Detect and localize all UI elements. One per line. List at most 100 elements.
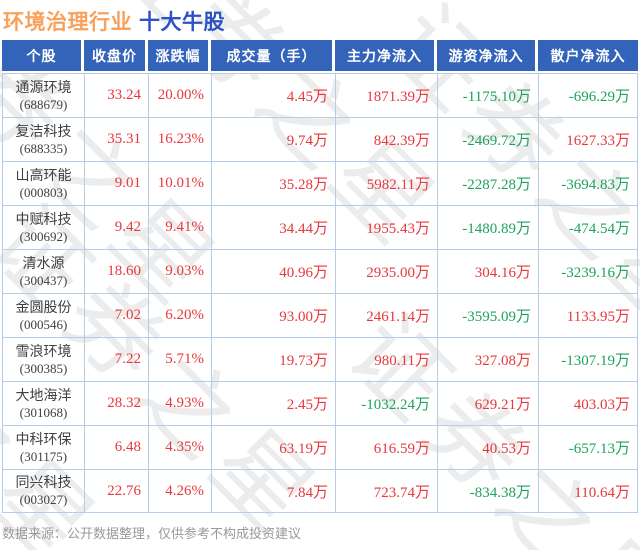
stock-table: 个股 收盘价 涨跌幅 成交量（手） 主力净流入 游资净流入 散户净流入 通源环境…: [2, 40, 638, 513]
col-header-speculative-inflow: 游资净流入: [437, 40, 538, 73]
stock-code: (003027): [19, 492, 68, 507]
stock-code: (300385): [19, 360, 68, 376]
main-inflow-cell: 2935.00万: [335, 249, 437, 293]
retail-inflow-cell: 403.03万: [538, 381, 638, 425]
stock-name: 中赋科技: [15, 210, 72, 227]
stock-cell: 金圆股份 (000546): [2, 293, 84, 337]
stock-code: (301175): [19, 448, 68, 464]
stock-cell: 清水源 (300437): [2, 249, 84, 293]
main-inflow-cell: 1955.43万: [335, 205, 437, 249]
volume-cell: 63.19万: [211, 425, 335, 469]
table-row: 通源环境 (688679) 33.24 20.00% 4.45万 1871.39…: [2, 73, 638, 117]
speculative-inflow-cell: -834.38万: [437, 469, 538, 513]
stock-table-body: 通源环境 (688679) 33.24 20.00% 4.45万 1871.39…: [2, 73, 638, 513]
close-price-cell: 22.76: [84, 469, 148, 513]
stock-cell: 中科环保 (301175): [2, 425, 84, 469]
table-row: 复洁科技 (688335) 35.31 16.23% 9.74万 842.39万…: [2, 117, 638, 161]
volume-cell: 9.74万: [211, 117, 335, 161]
stock-code: (300437): [19, 272, 68, 288]
header-row: 个股 收盘价 涨跌幅 成交量（手） 主力净流入 游资净流入 散户净流入: [2, 40, 638, 73]
stock-cell: 中赋科技 (300692): [2, 205, 84, 249]
stock-name: 金圆股份: [15, 298, 72, 315]
retail-inflow-cell: -3694.83万: [538, 161, 638, 205]
stock-code: (688679): [19, 96, 68, 112]
stock-name: 山高环能: [15, 166, 72, 183]
table-row: 大地海洋 (301068) 28.32 4.93% 2.45万 -1032.24…: [2, 381, 638, 425]
volume-cell: 34.44万: [211, 205, 335, 249]
table-header: 个股 收盘价 涨跌幅 成交量（手） 主力净流入 游资净流入 散户净流入: [2, 40, 638, 73]
main-inflow-cell: 842.39万: [335, 117, 437, 161]
stock-name: 同兴科技: [15, 474, 72, 490]
table-row: 清水源 (300437) 18.60 9.03% 40.96万 2935.00万…: [2, 249, 638, 293]
change-percent-cell: 20.00%: [148, 73, 211, 117]
stock-cell: 山高环能 (000803): [2, 161, 84, 205]
close-price-cell: 28.32: [84, 381, 148, 425]
table-row: 同兴科技 (003027) 22.76 4.26% 7.84万 723.74万 …: [2, 469, 638, 513]
main-inflow-cell: -1032.24万: [335, 381, 437, 425]
change-percent-cell: 5.71%: [148, 337, 211, 381]
col-header-change: 涨跌幅: [148, 40, 211, 73]
speculative-inflow-cell: 304.16万: [437, 249, 538, 293]
table-row: 雪浪环境 (300385) 7.22 5.71% 19.73万 980.11万 …: [2, 337, 638, 381]
stock-name: 通源环境: [15, 78, 72, 95]
stock-cell: 雪浪环境 (300385): [2, 337, 84, 381]
retail-inflow-cell: -696.29万: [538, 73, 638, 117]
close-price-cell: 33.24: [84, 73, 148, 117]
retail-inflow-cell: 1627.33万: [538, 117, 638, 161]
close-price-cell: 7.22: [84, 337, 148, 381]
close-price-cell: 18.60: [84, 249, 148, 293]
stock-code: (688335): [19, 140, 68, 156]
retail-inflow-cell: -1307.19万: [538, 337, 638, 381]
volume-cell: 7.84万: [211, 469, 335, 513]
speculative-inflow-cell: -2287.28万: [437, 161, 538, 205]
main-inflow-cell: 980.11万: [335, 337, 437, 381]
stock-cell: 大地海洋 (301068): [2, 381, 84, 425]
retail-inflow-cell: 1133.95万: [538, 293, 638, 337]
table-row: 中赋科技 (300692) 9.42 9.41% 34.44万 1955.43万…: [2, 205, 638, 249]
col-header-retail-inflow: 散户净流入: [538, 40, 638, 73]
retail-inflow-cell: 110.64万: [538, 469, 638, 513]
change-percent-cell: 4.26%: [148, 469, 211, 513]
main-inflow-cell: 1871.39万: [335, 73, 437, 117]
speculative-inflow-cell: 40.53万: [437, 425, 538, 469]
close-price-cell: 7.02: [84, 293, 148, 337]
stock-code: (300692): [19, 228, 68, 244]
stock-name: 复洁科技: [15, 122, 72, 139]
volume-cell: 4.45万: [211, 73, 335, 117]
title-industry: 环境治理行业: [3, 11, 132, 34]
change-percent-cell: 16.23%: [148, 117, 211, 161]
main-inflow-cell: 2461.14万: [335, 293, 437, 337]
main-inflow-cell: 616.59万: [335, 425, 437, 469]
retail-inflow-cell: -3239.16万: [538, 249, 638, 293]
close-price-cell: 35.31: [84, 117, 148, 161]
change-percent-cell: 4.35%: [148, 425, 211, 469]
main-inflow-cell: 5982.11万: [335, 161, 437, 205]
stock-code: (301068): [19, 404, 68, 420]
col-header-volume: 成交量（手）: [211, 40, 335, 73]
footer-disclaimer: 数据来源：公开数据整理，仅供参考不构成投资建议: [2, 526, 302, 541]
volume-cell: 93.00万: [211, 293, 335, 337]
change-percent-cell: 9.41%: [148, 205, 211, 249]
page-title: 环境治理行业 十大牛股: [3, 6, 225, 36]
volume-cell: 35.28万: [211, 161, 335, 205]
volume-cell: 40.96万: [211, 249, 335, 293]
change-percent-cell: 10.01%: [148, 161, 211, 205]
volume-cell: 19.73万: [211, 337, 335, 381]
table-row: 山高环能 (000803) 9.01 10.01% 35.28万 5982.11…: [2, 161, 638, 205]
speculative-inflow-cell: 629.21万: [437, 381, 538, 425]
col-header-main-inflow: 主力净流入: [335, 40, 437, 73]
main-inflow-cell: 723.74万: [335, 469, 437, 513]
stock-code: (000803): [19, 184, 68, 200]
stock-cell: 同兴科技 (003027): [2, 469, 84, 513]
close-price-cell: 9.01: [84, 161, 148, 205]
volume-cell: 2.45万: [211, 381, 335, 425]
speculative-inflow-cell: -1480.89万: [437, 205, 538, 249]
speculative-inflow-cell: 327.08万: [437, 337, 538, 381]
col-header-close: 收盘价: [84, 40, 148, 73]
table-row: 金圆股份 (000546) 7.02 6.20% 93.00万 2461.14万…: [2, 293, 638, 337]
stock-cell: 复洁科技 (688335): [2, 117, 84, 161]
speculative-inflow-cell: -2469.72万: [437, 117, 538, 161]
table-row: 中科环保 (301175) 6.48 4.35% 63.19万 616.59万 …: [2, 425, 638, 469]
stock-name: 清水源: [22, 254, 65, 271]
stock-name: 中科环保: [15, 430, 72, 447]
